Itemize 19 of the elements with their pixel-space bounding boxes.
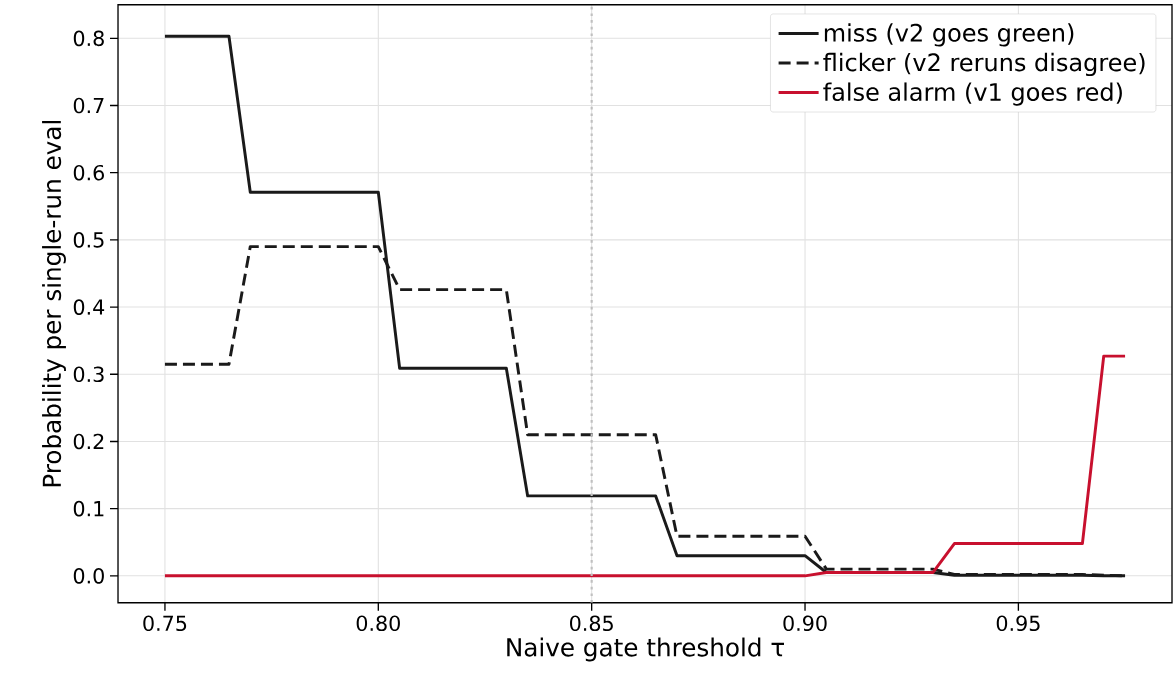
y-tick-label: 0.5 [73,232,104,248]
y-tick-label: 0.6 [73,164,104,181]
y-tick-label: 0.2 [73,433,104,450]
x-tick-label: 0.90 [783,615,827,632]
x-axis-title: Naive gate threshold τ [507,637,784,662]
y-tick-label: 0.3 [73,366,104,383]
y-tick-label: 0.0 [73,568,104,584]
legend-label: false alarm (v1 goes red) [823,82,1122,106]
y-tick-label: 0.7 [73,97,104,114]
x-tick-label: 0.75 [143,615,187,632]
y-tick-label: 0.4 [73,299,105,315]
legend-label: flicker (v2 reruns disagree) [823,52,1145,77]
y-tick-label: 0.1 [73,500,104,517]
x-tick-label: 0.80 [356,615,400,632]
x-tick-label: 0.95 [996,615,1040,632]
legend-label: miss (v2 goes green) [824,23,1074,47]
x-tick-label: 0.85 [570,615,613,632]
y-tick-label: 0.8 [73,30,104,47]
y-axis-title: Probability per single-run eval [42,121,66,487]
